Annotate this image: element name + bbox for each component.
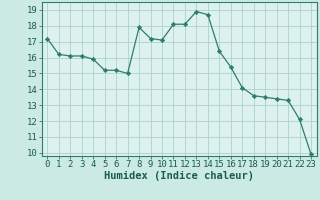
X-axis label: Humidex (Indice chaleur): Humidex (Indice chaleur) (104, 171, 254, 181)
